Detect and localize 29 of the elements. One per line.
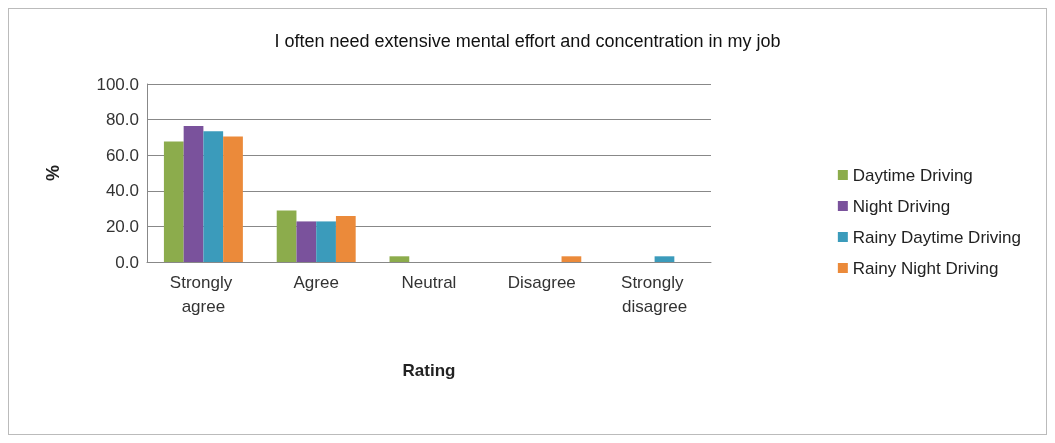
chart-title: I often need extensive mental effort and concentration in my job xyxy=(274,31,781,51)
bar xyxy=(316,221,336,262)
y-tick-label: 0.0 xyxy=(115,252,139,272)
bar xyxy=(335,215,356,262)
y-tick-label: 20.0 xyxy=(105,216,139,236)
legend-label: Rainy Daytime Driving xyxy=(852,227,1022,247)
y-tick-label: 40.0 xyxy=(105,181,139,201)
legend-label: Daytime Driving xyxy=(852,165,973,185)
y-axis-title: % xyxy=(43,164,63,182)
bar xyxy=(203,131,224,262)
y-tick-label: 80.0 xyxy=(105,110,139,130)
x-tick-label: Agree xyxy=(293,272,339,292)
bar xyxy=(183,126,204,262)
bar xyxy=(654,256,675,262)
x-tick-label: Strongly disagree xyxy=(621,272,689,316)
bar xyxy=(276,210,297,262)
legend-label: Night Driving xyxy=(852,196,951,216)
x-tick-label: Disagree xyxy=(507,272,576,292)
y-tick-label: 100.0 xyxy=(96,74,139,94)
legend-label: Rainy Night Driving xyxy=(852,258,999,278)
bar xyxy=(389,256,410,262)
bar xyxy=(223,136,243,262)
y-tick-label: 60.0 xyxy=(105,145,139,165)
bar xyxy=(296,221,317,262)
bar xyxy=(561,256,582,262)
bar xyxy=(163,141,184,262)
x-tick-label: Neutral xyxy=(401,272,457,292)
x-axis-title: Rating xyxy=(402,361,456,380)
x-tick-label: Strongly agree xyxy=(169,272,237,316)
